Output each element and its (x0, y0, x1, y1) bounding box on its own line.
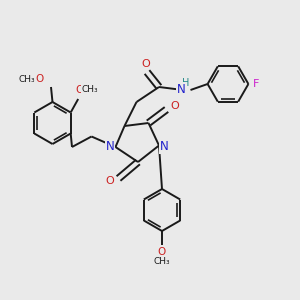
Text: O: O (105, 176, 114, 187)
Text: CH₃: CH₃ (19, 75, 35, 84)
Text: N: N (177, 83, 186, 96)
Text: O: O (76, 85, 84, 95)
Text: O: O (170, 101, 179, 111)
Text: O: O (158, 247, 166, 257)
Text: N: N (106, 140, 115, 153)
Text: H: H (182, 78, 190, 88)
Text: CH₃: CH₃ (82, 85, 98, 94)
Text: F: F (253, 79, 259, 89)
Text: O: O (35, 74, 44, 85)
Text: O: O (141, 58, 150, 69)
Text: N: N (160, 140, 169, 153)
Text: CH₃: CH₃ (154, 257, 170, 266)
